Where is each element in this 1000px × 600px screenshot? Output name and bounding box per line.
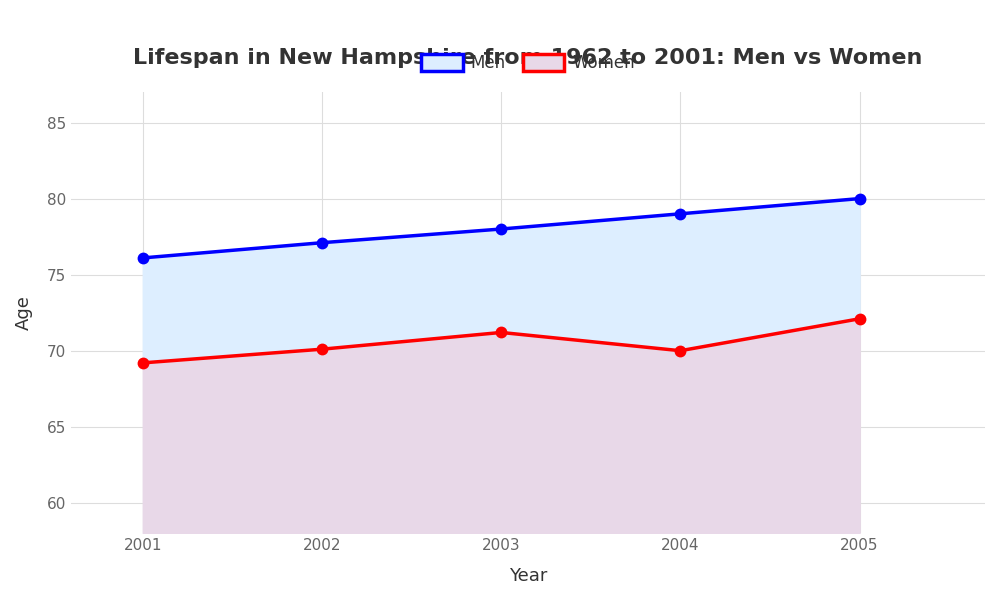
Y-axis label: Age: Age [15,295,33,330]
Title: Lifespan in New Hampshire from 1962 to 2001: Men vs Women: Lifespan in New Hampshire from 1962 to 2… [133,49,923,68]
X-axis label: Year: Year [509,567,547,585]
Legend: Men, Women: Men, Women [414,47,642,79]
